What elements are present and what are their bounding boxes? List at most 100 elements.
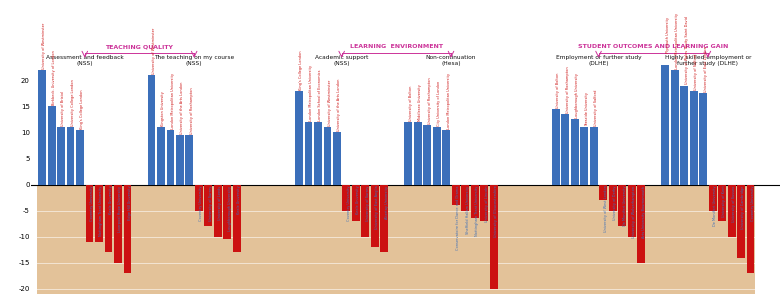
Text: University of Roehampton: University of Roehampton [427, 77, 431, 123]
Bar [699, 93, 707, 185]
Bar [95, 185, 103, 242]
Text: Nottingham Trent University: Nottingham Trent University [99, 186, 104, 236]
Text: Plymouth University: Plymouth University [665, 17, 669, 53]
Text: Keele University: Keele University [109, 186, 113, 214]
Text: Coventry University: Coventry University [199, 186, 204, 221]
Text: London School of Economics: London School of Economics [318, 69, 322, 121]
Text: University of Roehampton: University of Roehampton [566, 66, 569, 113]
Text: King's College London: King's College London [80, 89, 84, 129]
Bar [609, 185, 617, 211]
Bar [414, 122, 422, 185]
Text: Birkbeck, University of London: Birkbeck, University of London [52, 51, 56, 105]
Text: University of Salford: University of Salford [594, 90, 598, 126]
Text: University of Derby: University of Derby [613, 186, 617, 220]
Text: Academic support
(NSS): Academic support (NSS) [315, 55, 368, 66]
Bar [166, 130, 175, 185]
Text: Keele University: Keele University [237, 186, 241, 214]
Bar [38, 70, 46, 185]
Bar [186, 135, 193, 185]
Text: University of Cambridge: University of Cambridge [742, 186, 746, 229]
Text: University of Westminster: University of Westminster [328, 80, 331, 126]
Bar [123, 185, 131, 273]
Text: Coventry University: Coventry University [751, 186, 755, 221]
Bar [746, 185, 754, 273]
Text: University of Leeds: University of Leeds [218, 186, 222, 220]
Text: University of Surrey: University of Surrey [209, 186, 213, 221]
Bar [562, 114, 569, 185]
Text: Employment or further study
(DLHE): Employment or further study (DLHE) [555, 55, 641, 66]
Bar [381, 185, 388, 252]
Text: University of East London: University of East London [704, 46, 707, 92]
Bar [599, 185, 607, 200]
Text: Liverpool Hope University: Liverpool Hope University [119, 186, 122, 232]
Bar [571, 119, 579, 185]
Bar [718, 185, 726, 221]
Text: University of Bolton: University of Bolton [556, 73, 560, 108]
Bar [314, 122, 322, 185]
Bar [57, 127, 65, 185]
Text: TEACHING QUALITY: TEACHING QUALITY [105, 44, 173, 49]
Bar [728, 185, 736, 237]
Text: Edge Hill University: Edge Hill University [128, 186, 132, 220]
Text: University of Sussex: University of Sussex [732, 186, 736, 222]
Bar [342, 185, 350, 211]
Bar [580, 127, 588, 185]
Text: University of the Arts London: University of the Arts London [180, 82, 184, 134]
Text: University of Westminster: University of Westminster [152, 28, 156, 74]
Bar [295, 91, 303, 185]
Text: University College London: University College London [71, 79, 75, 126]
Text: De Montfort University: De Montfort University [622, 186, 626, 226]
Text: Assessment and feedback
(NSS): Assessment and feedback (NSS) [46, 55, 124, 66]
Bar [157, 127, 165, 185]
Bar [480, 185, 488, 221]
Text: University of West London: University of West London [604, 186, 608, 233]
Bar [105, 185, 112, 252]
Bar [452, 185, 459, 206]
Text: Sheffield Hallam University: Sheffield Hallam University [466, 186, 470, 234]
Text: University of Lincoln: University of Lincoln [484, 186, 488, 222]
Bar [204, 185, 212, 226]
Bar [223, 185, 231, 239]
Text: Arts University Bournemouth: Arts University Bournemouth [642, 186, 646, 238]
Text: Conservatoire for Dance and Drama: Conservatoire for Dance and Drama [456, 186, 460, 250]
Text: University of Surrey: University of Surrey [366, 186, 370, 221]
Text: University of Westminster: University of Westminster [42, 23, 47, 69]
Bar [680, 86, 688, 185]
Text: Kingston University: Kingston University [161, 91, 165, 126]
Bar [471, 185, 479, 218]
Text: Coventry University: Coventry University [347, 186, 351, 221]
Bar [552, 109, 560, 185]
Text: Highly skilled employment or
further study (DLHE): Highly skilled employment or further stu… [665, 55, 751, 66]
Text: Abertay University: Abertay University [385, 186, 388, 219]
Text: Teesside University: Teesside University [585, 92, 589, 126]
Text: City University of London: City University of London [437, 81, 441, 126]
Text: University of Kent: University of Kent [722, 186, 726, 218]
Bar [324, 127, 332, 185]
Text: University of Bolton: University of Bolton [409, 86, 413, 121]
Text: Non-continuation
(Hesa): Non-continuation (Hesa) [426, 55, 477, 66]
Bar [195, 185, 203, 211]
Text: London Metropolitan University: London Metropolitan University [675, 13, 679, 69]
Bar [690, 91, 697, 185]
Bar [233, 185, 241, 252]
Bar [76, 130, 84, 185]
Text: Middlesex University: Middlesex University [418, 84, 422, 121]
Text: King's College London: King's College London [300, 50, 303, 90]
Text: LEARNING  ENVIRONMENT: LEARNING ENVIRONMENT [350, 44, 443, 49]
Bar [352, 185, 360, 221]
Bar [619, 185, 626, 226]
Bar [442, 130, 450, 185]
Text: University of Roehampton: University of Roehampton [190, 87, 193, 134]
Text: London Metropolitan University: London Metropolitan University [309, 65, 313, 121]
Bar [461, 185, 469, 211]
Text: University of Wolverhampton: University of Wolverhampton [632, 186, 636, 238]
Bar [424, 125, 431, 185]
Bar [147, 75, 155, 185]
Bar [628, 185, 636, 237]
Text: Loughborough University: Loughborough University [575, 74, 580, 118]
Text: University of Wales Trinity Saint David: University of Wales Trinity Saint David [685, 16, 689, 84]
Bar [176, 135, 184, 185]
Text: Keele University: Keele University [356, 186, 360, 214]
Text: De Montfort University: De Montfort University [713, 186, 717, 226]
Bar [114, 185, 122, 263]
